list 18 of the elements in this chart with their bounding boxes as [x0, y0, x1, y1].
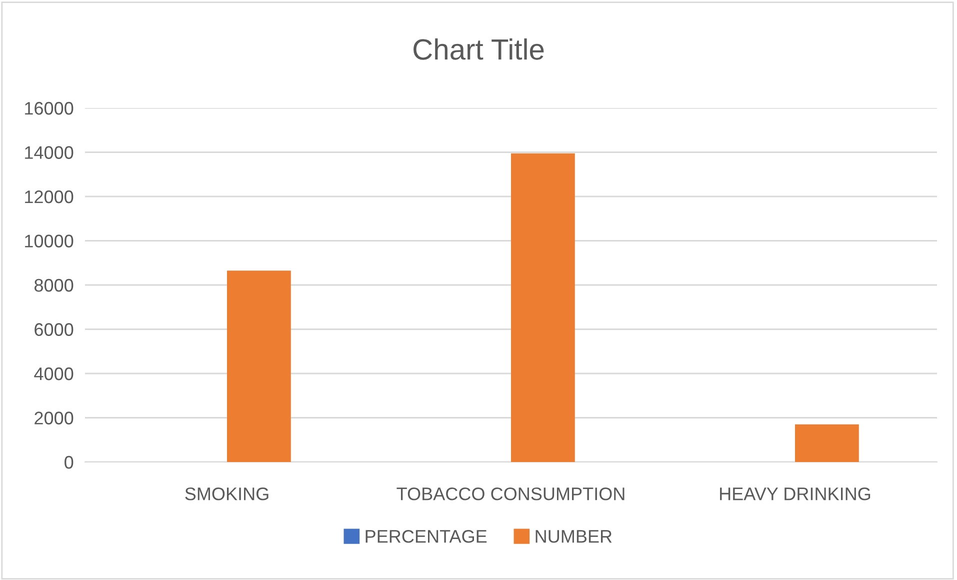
y-tick-label: 12000: [25, 190, 74, 204]
y-tick-label: 6000: [34, 323, 74, 336]
legend-label: NUMBER: [536, 530, 612, 543]
y-tick-label: 8000: [34, 278, 74, 292]
y-tick-label: 14000: [25, 146, 74, 159]
x-tick-label: HEAVY DRINKING: [720, 487, 870, 500]
y-tick-label: 0: [64, 456, 74, 469]
bar: [511, 153, 575, 462]
chart-title: Chart Title: [414, 38, 544, 60]
y-tick-label: 2000: [34, 412, 74, 424]
legend-label: PERCENTAGE: [366, 530, 487, 543]
x-tick-label: TOBACCO CONSUMPTION: [396, 487, 624, 500]
bar: [795, 424, 859, 462]
bar: [227, 270, 291, 462]
x-tick-label: SMOKING: [185, 487, 268, 500]
y-tick-label: 10000: [25, 234, 74, 248]
y-tick-label: 16000: [25, 102, 74, 115]
y-tick-label: 4000: [34, 367, 74, 380]
